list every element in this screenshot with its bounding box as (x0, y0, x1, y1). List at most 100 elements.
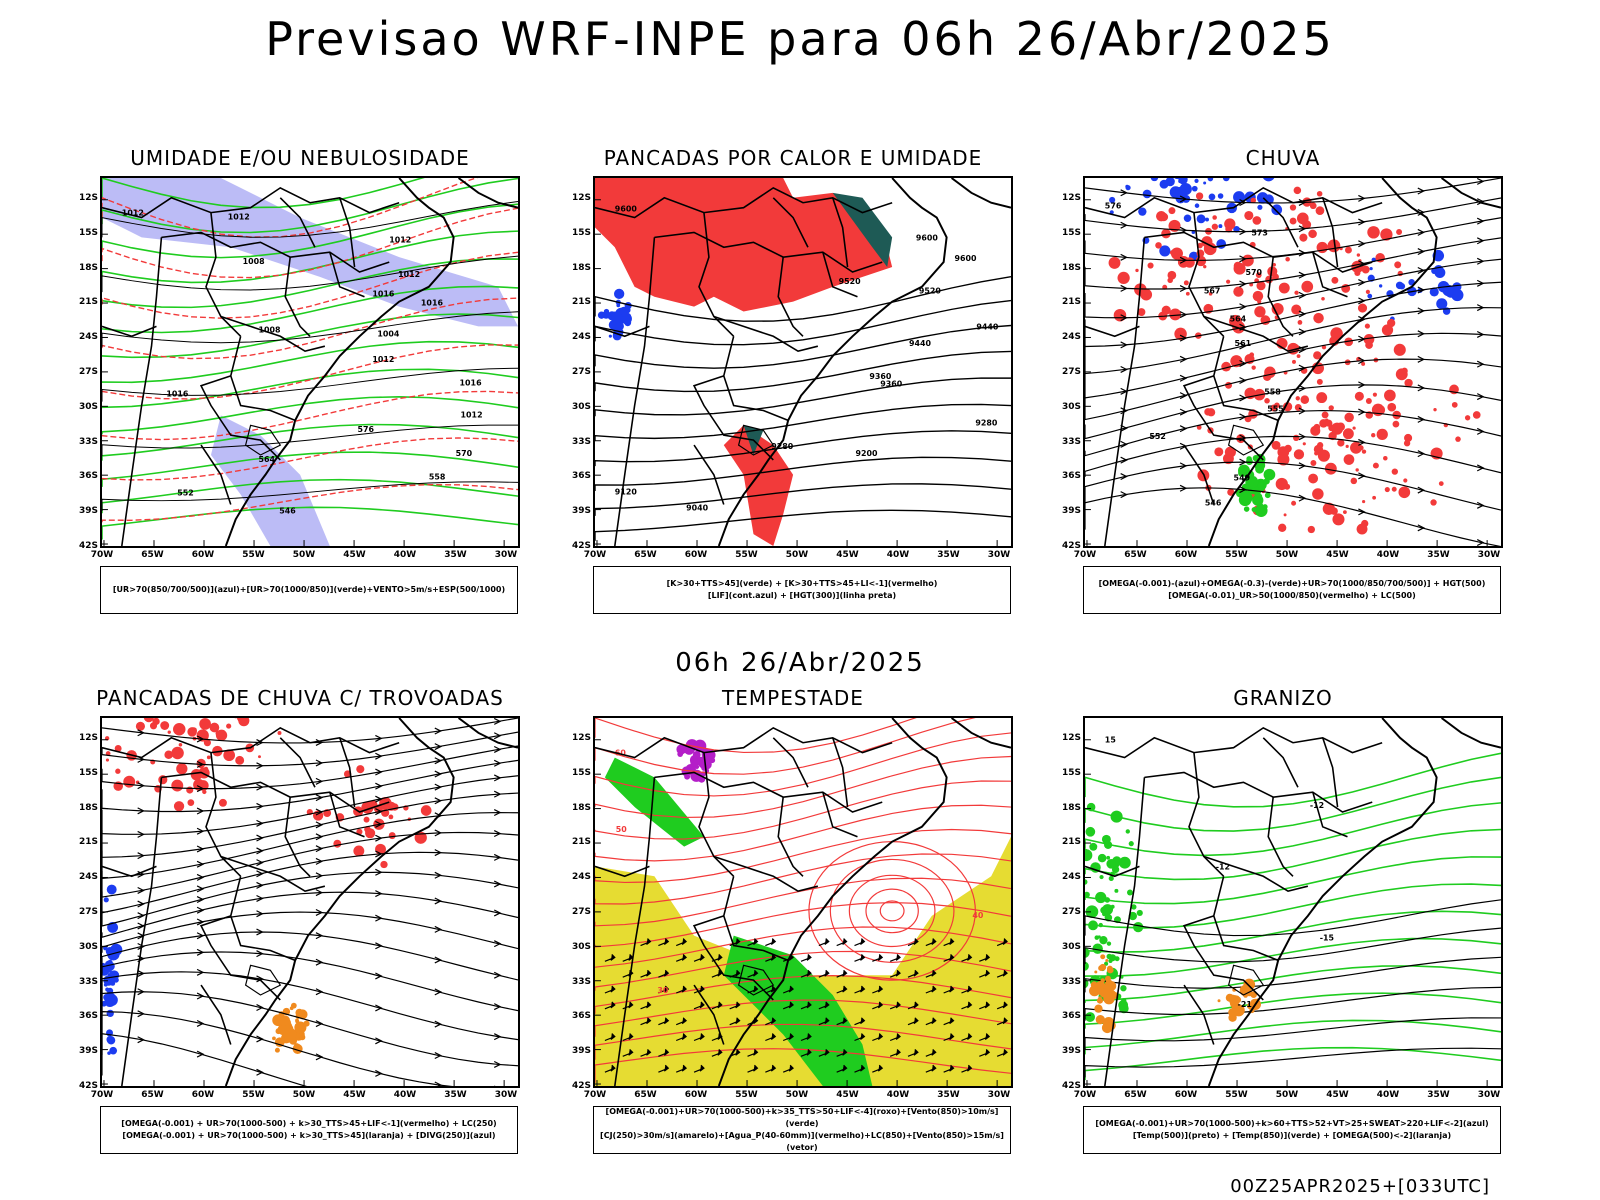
red-rain-south (1196, 334, 1481, 535)
lon-label: 45W (343, 550, 366, 560)
contour-line (102, 437, 518, 481)
streamline-arrow (493, 1060, 502, 1068)
border-line (338, 197, 356, 268)
contour-line (1085, 856, 1501, 905)
contour-line (1085, 910, 1501, 953)
streamline-arrow (137, 729, 145, 737)
contour-line (595, 324, 1011, 369)
streamline-arrow (1239, 255, 1247, 263)
contour-line (595, 509, 1011, 541)
lon-label: 40W (886, 550, 910, 560)
coastline (224, 178, 455, 546)
contour-line (595, 950, 1011, 991)
coastline-north (1440, 178, 1501, 209)
streamline-arrow (1358, 508, 1366, 516)
streamline-arrow (196, 785, 205, 793)
contour-label: 1012 (372, 355, 394, 364)
panel-heat-showers: PANCADAS POR CALOR E UMIDADE 9600 9600 9600… (571, 146, 1013, 614)
legend-box: [OMEGA(-0.001)+UR>70(1000-500)+k>35_TTS>… (593, 1106, 1011, 1154)
lat-label: 36S (571, 471, 591, 482)
streamlines-250 (102, 718, 518, 1086)
streamline-arrow (1358, 297, 1366, 305)
wind-vector (996, 1001, 1008, 1010)
wind-vector (836, 1017, 848, 1026)
wind-vector (729, 1017, 741, 1026)
legend-line: [OMEGA(-0.001)+UR>70(1000-500)+k>35_TTS>… (605, 1107, 999, 1128)
streamline-arrow (1298, 225, 1307, 233)
lon-label: 70W (90, 1090, 114, 1100)
contour-label: 546 (279, 506, 296, 515)
streamline-arrow (1476, 501, 1485, 509)
contour-line (102, 481, 518, 512)
streamline-arrow (1417, 415, 1426, 423)
streamline-arrow (256, 894, 264, 902)
contour-line (102, 424, 518, 457)
contour-label: 564 (258, 455, 275, 464)
streamline-arrow (256, 834, 264, 842)
streamline-arrow (137, 912, 145, 920)
coastline-north (457, 178, 518, 209)
contour-line (595, 853, 1011, 905)
latitude-labels: 12S 15S 18S 21S 24S 27S 30S 33S 36S 39S 42S (1053, 716, 1081, 1091)
longitude-labels: 70W 65W 60W 55W 50W 45W 40W 35W 30W (1074, 1090, 1503, 1102)
contour-label: 1016 (421, 299, 444, 308)
lon-label: 40W (1376, 1090, 1400, 1100)
border-line (1321, 197, 1339, 268)
axis-ticks (102, 739, 505, 1086)
border-line (1085, 186, 1383, 219)
border-line (1212, 336, 1279, 422)
lagoon (1227, 424, 1265, 456)
contour-line (102, 451, 518, 487)
lat-label: 15S (1061, 767, 1081, 778)
streamline-arrow (315, 777, 324, 785)
wind-vector (675, 1064, 688, 1073)
wind-vector (693, 954, 705, 962)
lon-label: 30W (987, 1090, 1011, 1100)
border-line (693, 444, 725, 505)
contour-label: 9280 (771, 442, 794, 451)
contour-label: 558 (429, 473, 446, 482)
streamline-arrow (375, 808, 383, 816)
border-line (1183, 984, 1215, 1045)
streamline-arrow (315, 988, 324, 996)
contour-label: 9120 (615, 488, 638, 497)
lon-label: 45W (836, 550, 859, 560)
streamline-arrow (315, 759, 324, 767)
wind-vector (693, 1001, 705, 1010)
lon-label: 55W (1225, 1090, 1248, 1100)
streamline-arrow (1120, 221, 1128, 229)
streamline-arrow (1417, 248, 1426, 256)
lon-label: 55W (1225, 550, 1248, 560)
wind-vector (640, 1048, 652, 1057)
streamline (1085, 197, 1501, 233)
streamline-arrow (375, 942, 383, 950)
contour-labels: 1012 1012 1012 1008 1012 1016 1016 1008 1004 1012… (122, 209, 483, 516)
streamline-arrow (1476, 360, 1485, 368)
lon-label: 70W (1073, 1090, 1097, 1100)
wind-vector (675, 985, 688, 994)
border-line (692, 915, 774, 1001)
orange-area (272, 1002, 310, 1054)
coastline (717, 718, 948, 1086)
panel-title: CHUVA (1245, 146, 1321, 170)
streamline-arrow (434, 925, 443, 933)
streamline-arrow (1239, 376, 1247, 384)
axis-ticks (595, 739, 998, 1086)
border-line (329, 251, 365, 298)
map-area: 576 573 570 567 564 561 558 555 552 549 546 (1083, 176, 1503, 548)
streamline-arrow (1179, 462, 1188, 470)
contour-label: 9600 (955, 254, 978, 263)
contour-label: -21 (1238, 1000, 1252, 1009)
streamline-arrow (1417, 330, 1426, 338)
streamline-arrow (1298, 407, 1307, 415)
lat-label: 30S (1061, 401, 1081, 412)
coastline-north (457, 718, 518, 749)
wind-vector (889, 954, 901, 962)
streamline (1085, 384, 1501, 440)
streamline-arrow (1120, 407, 1128, 415)
legend-box: [OMEGA(-0.001) + UR>70(1000-500) + k>30_… (100, 1106, 518, 1154)
contour-labels: 60 50 40 30 (615, 749, 984, 995)
streamline-arrow (434, 988, 443, 996)
streamline-arrow (493, 909, 502, 917)
wind-vector (640, 969, 652, 978)
